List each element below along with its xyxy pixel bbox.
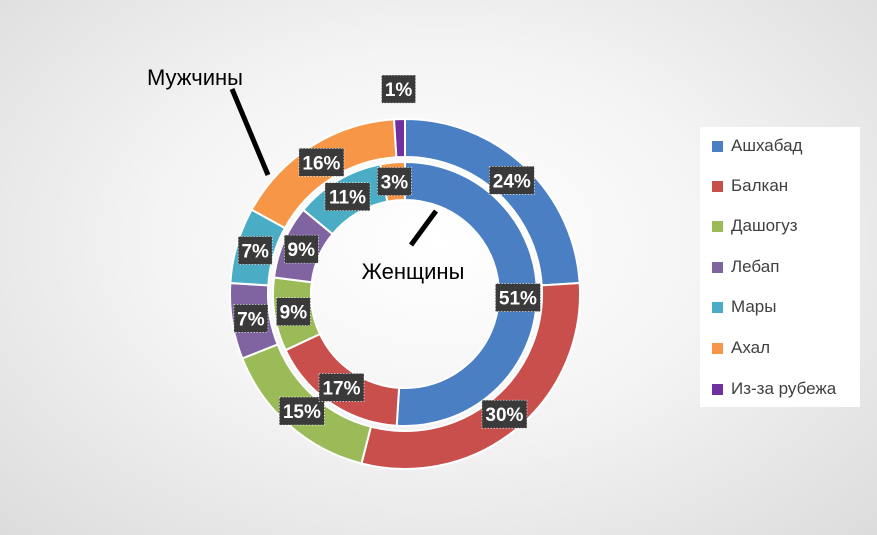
legend-label: Ашхабад [731, 136, 803, 155]
legend-label: Мары [731, 297, 777, 316]
data-label: 17% [322, 378, 360, 399]
data-label-box [233, 304, 269, 333]
data-label: 30% [485, 405, 523, 426]
legend-label: Из-за рубежа [731, 379, 837, 398]
data-label: 7% [241, 241, 269, 262]
data-label: 11% [329, 188, 366, 209]
legend-swatch [712, 301, 723, 313]
data-label-box [488, 165, 535, 195]
legend-swatch [712, 180, 723, 192]
data-label-box [318, 373, 365, 402]
legend-label: Дашогуз [731, 216, 798, 235]
data-label-box [276, 297, 311, 326]
data-label-box [279, 396, 325, 426]
legend-label: Лебап [731, 257, 780, 276]
legend-item: Дашогуз [712, 215, 798, 237]
legend: Ашхабад Балкан Дашогуз Лебап Мары Ахал И… [700, 127, 860, 407]
data-label: 51% [499, 289, 537, 310]
legend-swatch [712, 383, 723, 395]
data-label: 7% [237, 309, 265, 330]
data-label-box [381, 74, 416, 104]
legend-swatch [712, 261, 723, 273]
legend-item: Ахал [712, 337, 770, 359]
data-label: 1% [385, 80, 413, 101]
data-label-box [237, 236, 273, 265]
legend-item: Из-за рубежа [712, 378, 836, 400]
donut-slice [392, 117, 406, 159]
series-callout-line [229, 88, 271, 176]
data-label: 9% [280, 303, 308, 324]
data-label-box [324, 182, 371, 212]
data-label: 9% [288, 240, 316, 261]
legend-item: Мары [712, 296, 776, 318]
legend-item: Лебап [712, 256, 779, 278]
data-label: 24% [493, 171, 531, 192]
legend-swatch [712, 342, 723, 354]
legend-label: Балкан [731, 176, 789, 195]
data-label: 15% [283, 402, 321, 423]
donut-slice [395, 160, 538, 427]
legend-swatch [712, 140, 723, 152]
data-label: 3% [381, 173, 409, 194]
data-label-box [495, 283, 541, 312]
data-label-box [283, 234, 319, 264]
data-label: 16% [302, 153, 340, 174]
legend-item: Балкан [712, 175, 788, 197]
data-label-box [481, 399, 528, 429]
series-label-women: Женщины [362, 259, 465, 284]
series-callout-line [408, 209, 439, 247]
data-label-box [377, 167, 412, 196]
legend-item: Ашхабад [712, 135, 802, 157]
series-label-men: Мужчины [147, 65, 243, 90]
legend-label: Ахал [731, 338, 771, 357]
legend-swatch [712, 220, 723, 232]
data-label-box [298, 147, 345, 177]
